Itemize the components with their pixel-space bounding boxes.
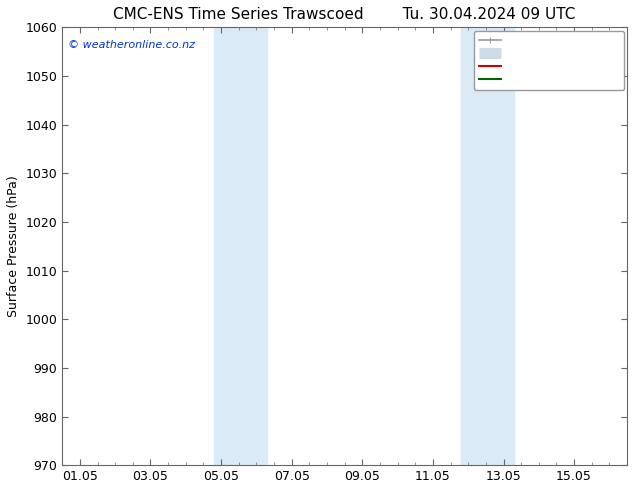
Title: CMC-ENS Time Series Trawscoed        Tu. 30.04.2024 09 UTC: CMC-ENS Time Series Trawscoed Tu. 30.04.… — [113, 7, 576, 22]
Bar — [214, 27, 267, 465]
Y-axis label: Surface Pressure (hPa): Surface Pressure (hPa) — [7, 175, 20, 317]
Legend: min/max, Standard deviation, Ensemble mean run, Controll run: min/max, Standard deviation, Ensemble me… — [474, 30, 624, 90]
Bar — [461, 27, 514, 465]
Text: © weatheronline.co.nz: © weatheronline.co.nz — [68, 40, 195, 50]
